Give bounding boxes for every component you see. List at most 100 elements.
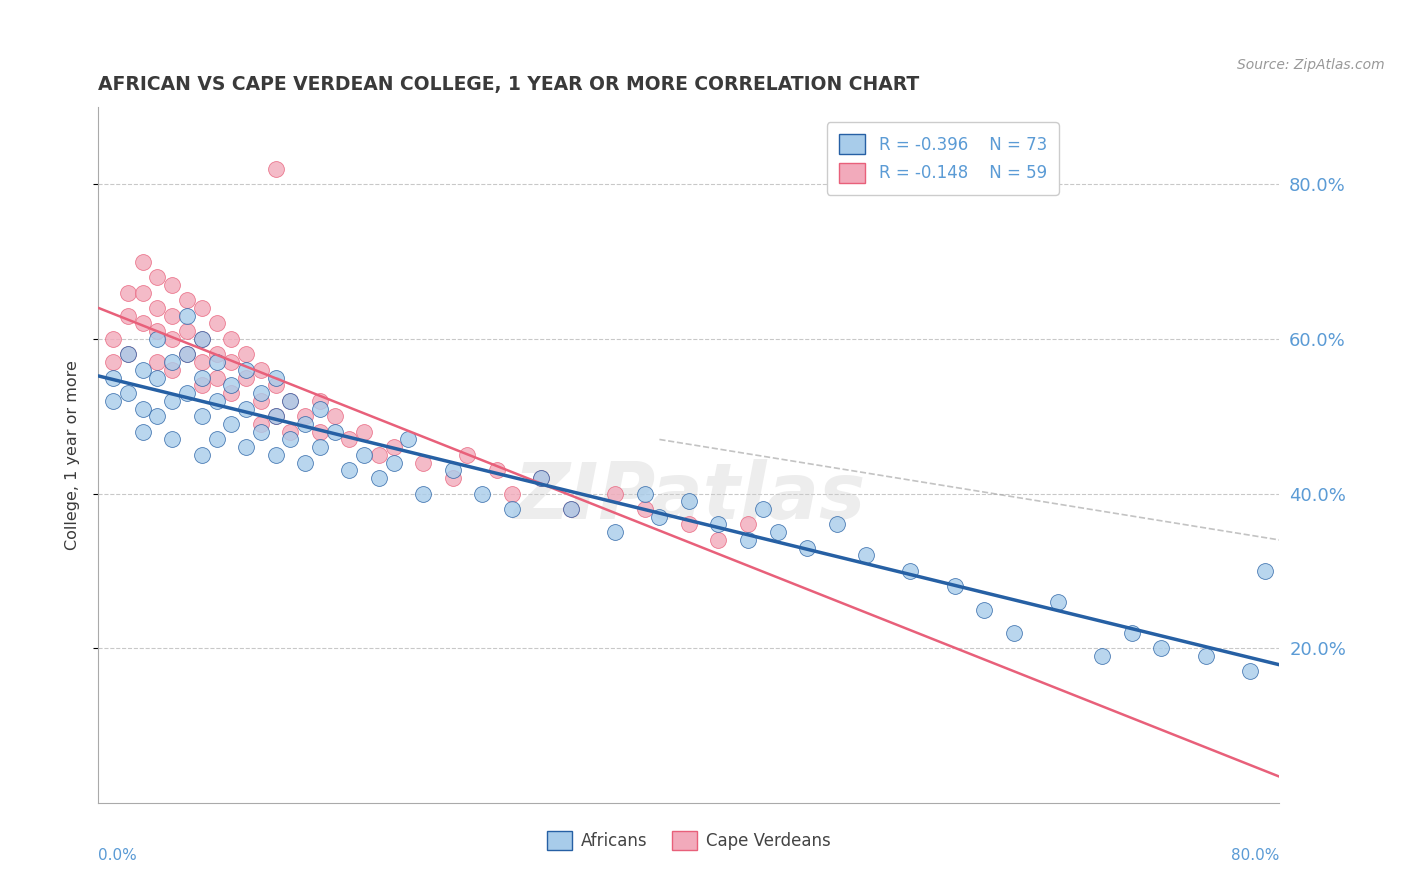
Point — [1121, 625, 1143, 640]
Point — [191, 378, 214, 392]
Point — [264, 409, 287, 424]
Point — [191, 332, 214, 346]
Point — [530, 471, 553, 485]
Point — [339, 433, 361, 447]
Point — [132, 401, 155, 416]
Point — [191, 409, 214, 424]
Point — [1091, 648, 1114, 663]
Point — [323, 409, 346, 424]
Point — [162, 332, 183, 346]
Point — [162, 363, 183, 377]
Point — [103, 370, 125, 384]
Point — [605, 525, 627, 540]
Point — [855, 549, 877, 563]
Point — [191, 301, 214, 315]
Point — [176, 309, 198, 323]
Point — [634, 486, 657, 500]
Point — [309, 440, 332, 454]
Point — [146, 409, 169, 424]
Point — [309, 401, 332, 416]
Point — [235, 401, 257, 416]
Point — [294, 409, 316, 424]
Point — [146, 332, 169, 346]
Point — [146, 324, 169, 338]
Point — [280, 425, 302, 439]
Point — [294, 456, 316, 470]
Point — [1195, 648, 1218, 663]
Point — [162, 277, 183, 292]
Point — [146, 370, 169, 384]
Point — [250, 386, 273, 401]
Point — [280, 393, 302, 408]
Point — [250, 417, 273, 431]
Point — [1150, 641, 1173, 656]
Point — [264, 448, 287, 462]
Point — [176, 347, 198, 361]
Point — [1254, 564, 1277, 578]
Point — [412, 456, 434, 470]
Point — [486, 463, 509, 477]
Point — [368, 448, 391, 462]
Point — [323, 425, 346, 439]
Point — [501, 502, 523, 516]
Point — [368, 471, 391, 485]
Point — [648, 509, 671, 524]
Point — [707, 517, 730, 532]
Point — [737, 533, 759, 547]
Legend: Africans, Cape Verdeans: Africans, Cape Verdeans — [541, 824, 837, 857]
Point — [382, 440, 405, 454]
Point — [176, 386, 198, 401]
Point — [162, 393, 183, 408]
Point — [221, 332, 243, 346]
Point — [191, 448, 214, 462]
Point — [205, 347, 228, 361]
Point — [530, 471, 553, 485]
Point — [1046, 595, 1070, 609]
Point — [132, 254, 155, 268]
Text: 80.0%: 80.0% — [1232, 848, 1279, 863]
Point — [117, 347, 139, 361]
Point — [1002, 625, 1025, 640]
Point — [766, 525, 789, 540]
Point — [117, 309, 139, 323]
Point — [221, 355, 243, 369]
Point — [250, 363, 273, 377]
Point — [752, 502, 775, 516]
Point — [146, 355, 169, 369]
Point — [235, 370, 257, 384]
Point — [205, 433, 228, 447]
Point — [235, 440, 257, 454]
Point — [132, 363, 155, 377]
Text: ZIPatlas: ZIPatlas — [513, 458, 865, 534]
Point — [412, 486, 434, 500]
Point — [398, 433, 420, 447]
Point — [176, 347, 198, 361]
Point — [309, 393, 332, 408]
Point — [294, 417, 316, 431]
Point — [205, 370, 228, 384]
Text: 0.0%: 0.0% — [98, 848, 138, 863]
Point — [309, 425, 332, 439]
Text: Source: ZipAtlas.com: Source: ZipAtlas.com — [1237, 58, 1385, 72]
Point — [678, 494, 700, 508]
Point — [264, 378, 287, 392]
Point — [707, 533, 730, 547]
Point — [457, 448, 479, 462]
Point — [191, 332, 214, 346]
Point — [634, 502, 657, 516]
Point — [353, 425, 375, 439]
Point — [146, 270, 169, 285]
Point — [132, 425, 155, 439]
Point — [221, 378, 243, 392]
Point — [146, 301, 169, 315]
Point — [264, 409, 287, 424]
Point — [900, 564, 922, 578]
Point — [471, 486, 494, 500]
Point — [250, 425, 273, 439]
Point — [339, 463, 361, 477]
Point — [353, 448, 375, 462]
Point — [162, 309, 183, 323]
Point — [205, 355, 228, 369]
Point — [117, 386, 139, 401]
Point — [132, 317, 155, 331]
